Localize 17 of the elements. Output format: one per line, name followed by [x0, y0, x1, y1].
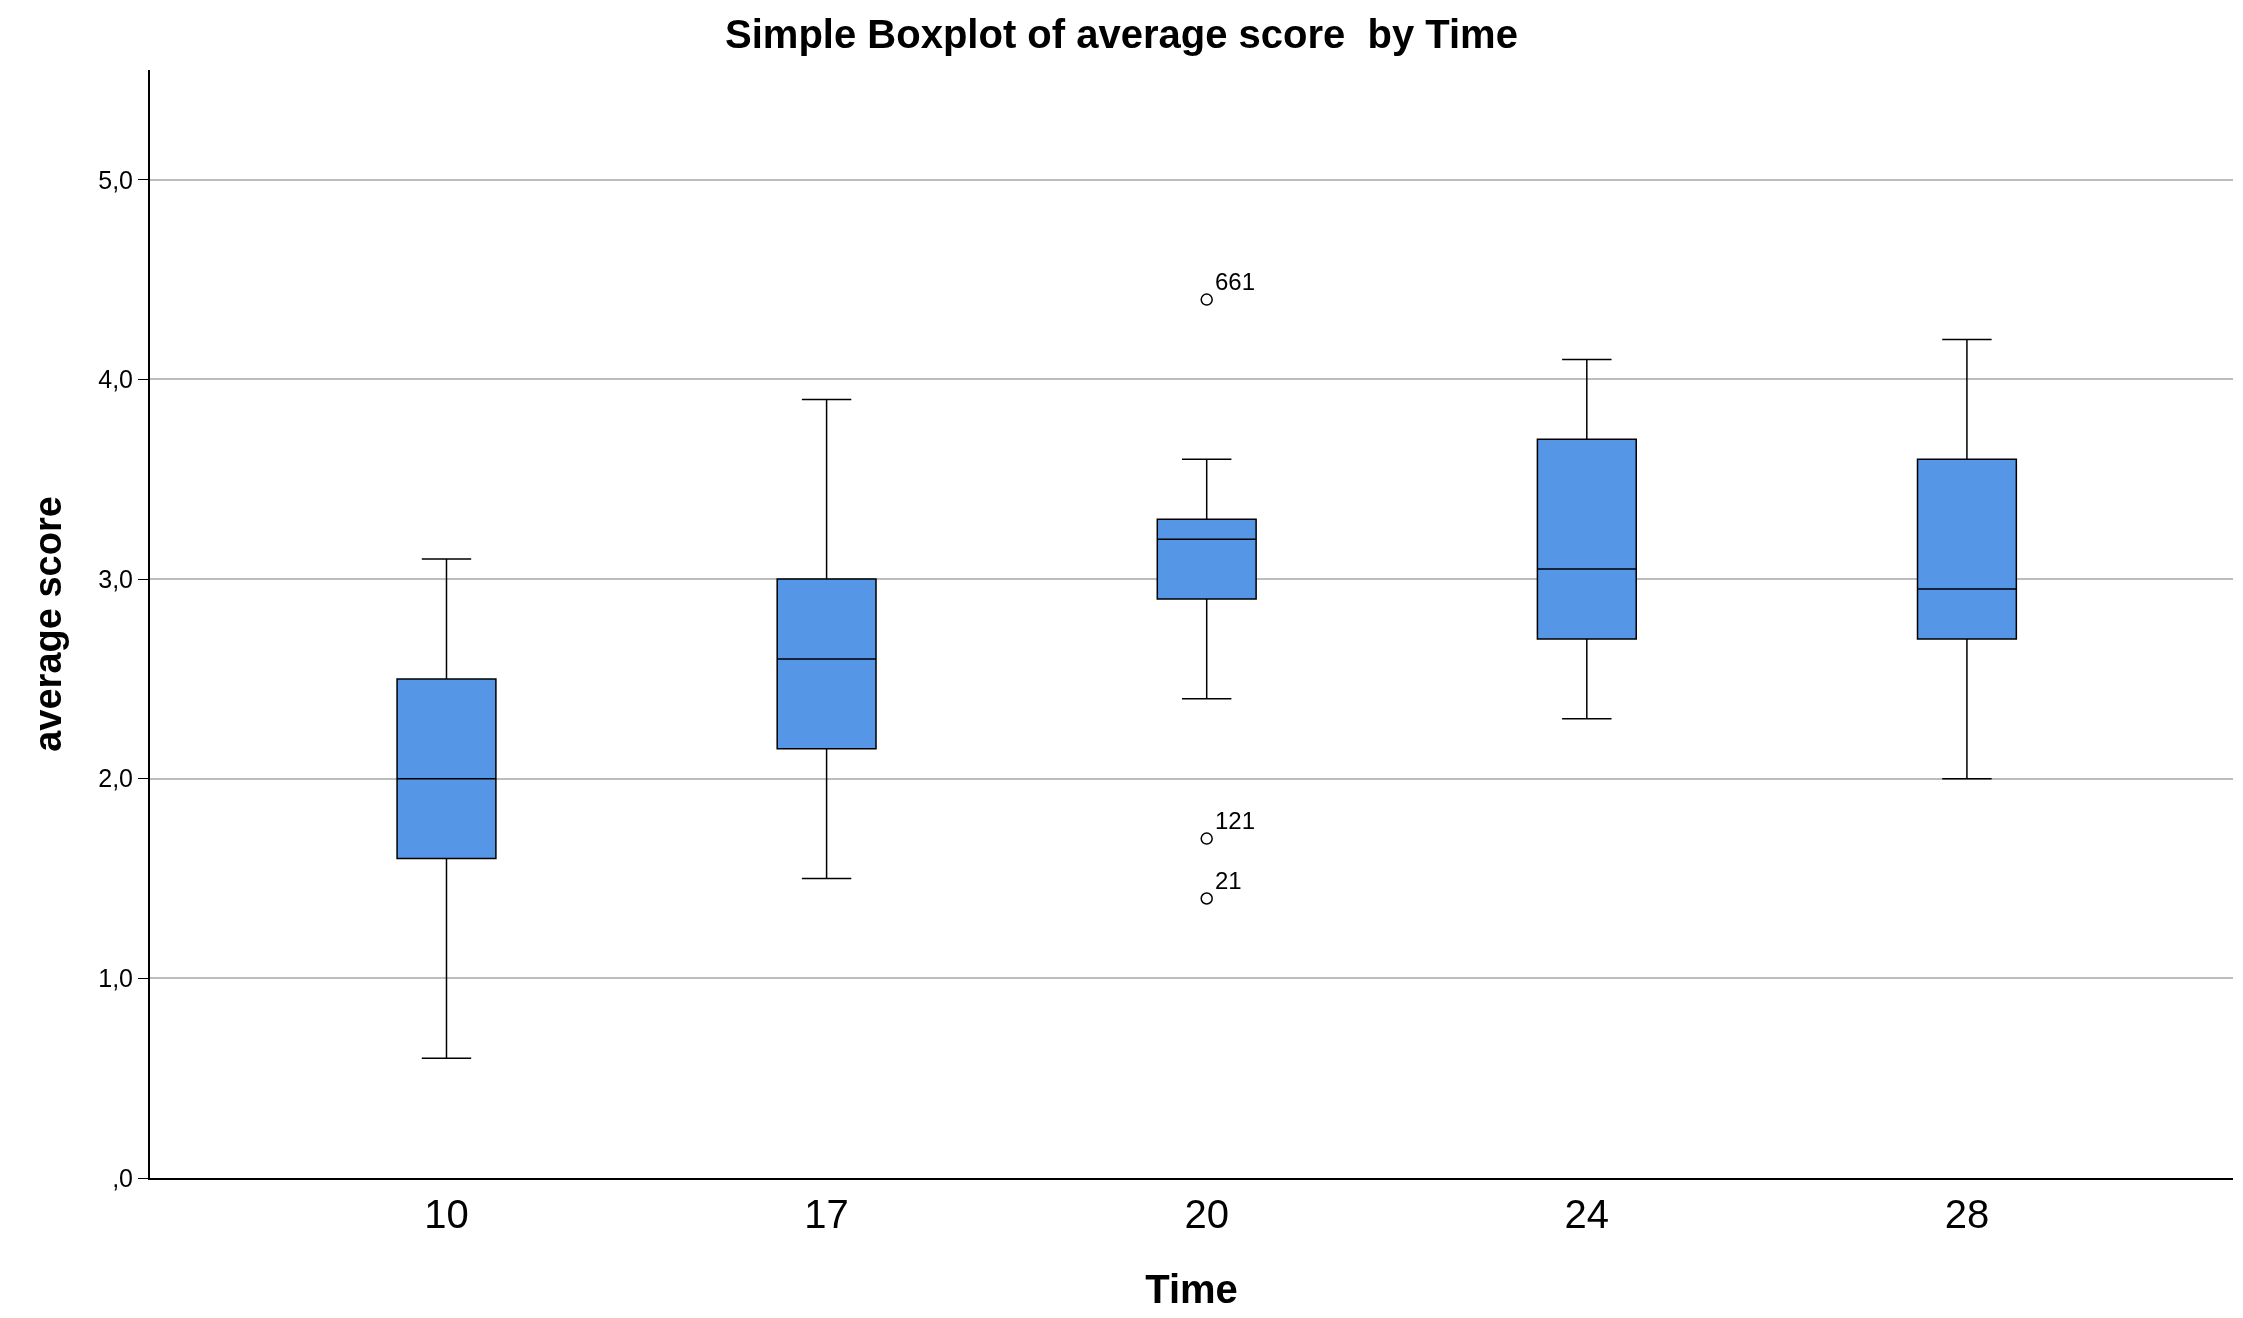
x-tick-label: 28 — [1944, 1192, 1990, 1236]
y-axis-title: average score — [26, 496, 69, 752]
annotation: 661 — [1215, 268, 1256, 295]
annotation: 21 — [1215, 867, 1242, 894]
x-tick-label: 10 — [424, 1192, 469, 1236]
x-tick-label: 20 — [1184, 1192, 1229, 1236]
x-tick-label: 24 — [1564, 1192, 1610, 1236]
y-tick-label: 1,0 — [98, 964, 133, 993]
y-tick-label: 4,0 — [98, 365, 133, 394]
x-tick-label: 17 — [804, 1192, 849, 1236]
annotation: 121 — [1215, 807, 1256, 834]
y-tick-label: 3,0 — [98, 564, 133, 593]
y-tick-label: 5,0 — [98, 165, 133, 194]
x-axis-title: Time — [1145, 1267, 1238, 1311]
chart-title: Simple Boxplot of average score by Time — [725, 11, 1518, 56]
y-tick-label: ,0 — [112, 1163, 133, 1192]
y-tick-label: 2,0 — [98, 764, 133, 793]
